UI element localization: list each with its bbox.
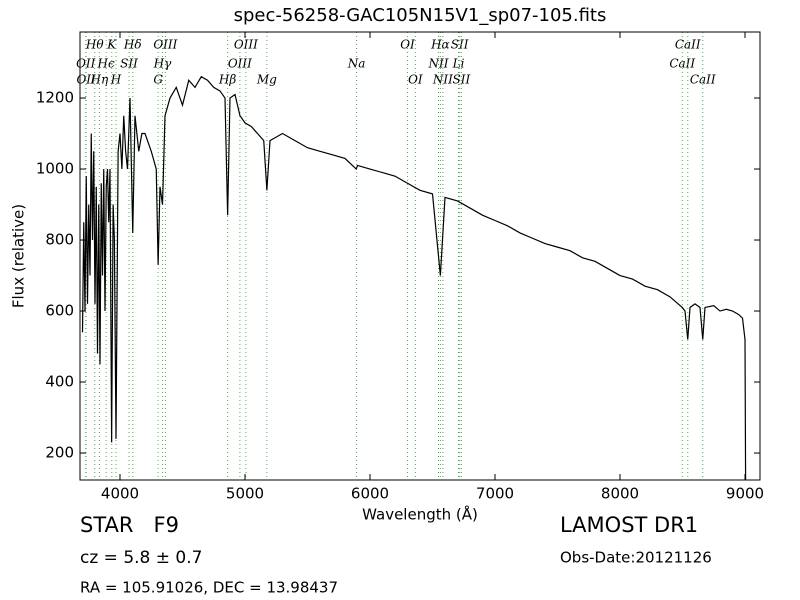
spectral-line-label: Hθ bbox=[85, 38, 104, 52]
spectral-line-label: NII bbox=[428, 57, 449, 71]
y-tick-label: 200 bbox=[45, 444, 74, 462]
spectral-line-label: CaII bbox=[675, 38, 701, 52]
star-class: STAR F9 bbox=[80, 513, 179, 537]
spectral-line-label: NII bbox=[432, 73, 453, 87]
x-axis-label: Wavelength (Å) bbox=[362, 505, 478, 524]
spectrum bbox=[81, 75, 747, 480]
spectral-line-label: OIII bbox=[234, 38, 258, 52]
redshift: cz = 5.8 ± 0.7 bbox=[80, 548, 202, 568]
spectral-line-label: SII bbox=[453, 73, 471, 87]
spectral-line-label: K bbox=[106, 38, 117, 52]
spectral-line-label: Hγ bbox=[153, 57, 172, 71]
x-tick-label: 8000 bbox=[601, 485, 639, 503]
spectral-line-label: Na bbox=[347, 57, 366, 71]
spectral-line-label: Hϵ bbox=[97, 57, 115, 71]
spectral-line-label: CaII bbox=[690, 73, 716, 87]
coordinates: RA = 105.91026, DEC = 13.98437 bbox=[80, 579, 338, 597]
spectral-line-label: SII bbox=[120, 57, 138, 71]
obs-date: Obs-Date:20121126 bbox=[560, 549, 712, 567]
survey: LAMOST DR1 bbox=[560, 513, 698, 537]
x-tick-label: 6000 bbox=[351, 485, 389, 503]
x-tick-label: 9000 bbox=[726, 485, 764, 503]
spectral-line-label: OIII bbox=[153, 38, 177, 52]
spectral-line-label: Li bbox=[452, 57, 465, 71]
spectral-line-label: H bbox=[110, 73, 122, 87]
spectral-line-label: Hη bbox=[90, 73, 109, 87]
y-tick-label: 1000 bbox=[36, 160, 74, 178]
spectral-line-label: Hα bbox=[430, 38, 450, 52]
x-tick-label: 7000 bbox=[476, 485, 514, 503]
y-axis-label: Flux (relative) bbox=[10, 204, 28, 308]
chart-title: spec-56258-GAC105N15V1_sp07-105.fits bbox=[234, 5, 607, 26]
y-tick-label: 1200 bbox=[36, 89, 74, 107]
spectral-line-label: OII bbox=[76, 57, 96, 71]
y-tick-label: 800 bbox=[45, 231, 74, 249]
spectral-line-label: OII bbox=[76, 73, 96, 87]
spectral-line-label: OIII bbox=[228, 57, 252, 71]
spectral-line-label: Hβ bbox=[218, 73, 236, 87]
spectral-line-label: Hδ bbox=[123, 38, 142, 52]
spectral-line-label: OI bbox=[400, 38, 415, 52]
x-tick-label: 4000 bbox=[101, 485, 139, 503]
spectral-line-label: Mg bbox=[256, 73, 277, 87]
spectral-line-label: SII bbox=[451, 38, 469, 52]
y-tick-label: 400 bbox=[45, 373, 74, 391]
spectral-line-label: CaII bbox=[669, 57, 695, 71]
x-tick-label: 5000 bbox=[226, 485, 264, 503]
spectral-line-label: G bbox=[153, 73, 163, 87]
plot-frame bbox=[79, 31, 761, 481]
y-tick-label: 600 bbox=[45, 302, 74, 320]
spectral-line-label: OI bbox=[408, 73, 423, 87]
